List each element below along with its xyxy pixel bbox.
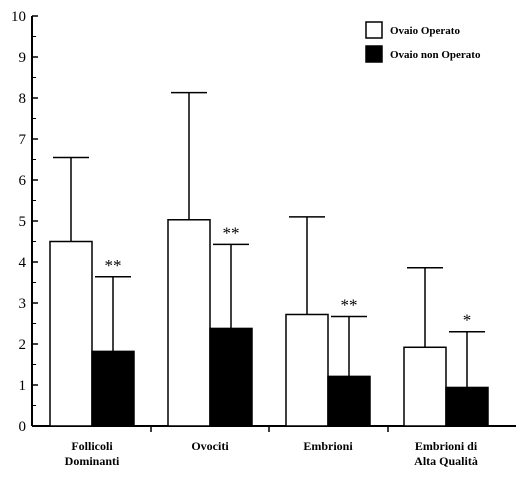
x-axis: Follicoli Dominanti Ovociti Embrioni Embrion… xyxy=(32,425,516,468)
bars xyxy=(49,219,489,427)
x-category-label: Embrioni xyxy=(303,439,353,453)
y-tick-label: 8 xyxy=(19,91,27,107)
y-axis: 0 1 2 3 4 5 6 7 8 9 10 xyxy=(11,9,38,435)
y-tick-label: 2 xyxy=(19,337,27,353)
y-tick-label: 1 xyxy=(19,378,27,394)
legend: Ovaio Operato Ovaio non Operato xyxy=(365,21,481,63)
legend-swatch-ovaio-operato xyxy=(365,21,383,39)
bar-ovaio-operato xyxy=(285,313,329,427)
significance-markers: ******* xyxy=(105,223,472,329)
bar-ovaio-operato xyxy=(403,346,447,427)
y-tick-label: 0 xyxy=(19,419,27,435)
bar-ovaio-non-operato xyxy=(209,327,253,427)
y-tick-label: 3 xyxy=(19,296,27,312)
y-tick-label: 7 xyxy=(19,132,27,148)
significance-marker: ** xyxy=(341,296,358,315)
y-tick-label: 4 xyxy=(19,255,27,271)
y-tick-label: 9 xyxy=(19,50,27,66)
bar-ovaio-operato xyxy=(49,240,93,427)
significance-marker: ** xyxy=(223,223,240,242)
bar-ovaio-non-operato xyxy=(327,375,371,427)
x-category-label: Embrioni di Alta Qualità xyxy=(414,439,478,468)
legend-swatch-ovaio-non-operato xyxy=(365,45,383,63)
y-tick-label: 10 xyxy=(11,9,26,25)
bar-ovaio-operato xyxy=(167,219,211,427)
x-category-label: Follicoli Dominanti xyxy=(65,439,120,468)
bar-ovaio-non-operato xyxy=(91,350,135,427)
significance-marker: ** xyxy=(105,256,122,275)
y-tick-label: 5 xyxy=(19,214,27,230)
legend-label: Ovaio non Operato xyxy=(390,49,481,61)
significance-marker: * xyxy=(463,311,472,330)
legend-label: Ovaio Operato xyxy=(390,25,460,37)
x-category-label: Ovociti xyxy=(191,439,229,453)
bar-ovaio-non-operato xyxy=(445,386,489,427)
error-bars xyxy=(53,91,485,388)
y-tick-label: 6 xyxy=(19,173,27,189)
